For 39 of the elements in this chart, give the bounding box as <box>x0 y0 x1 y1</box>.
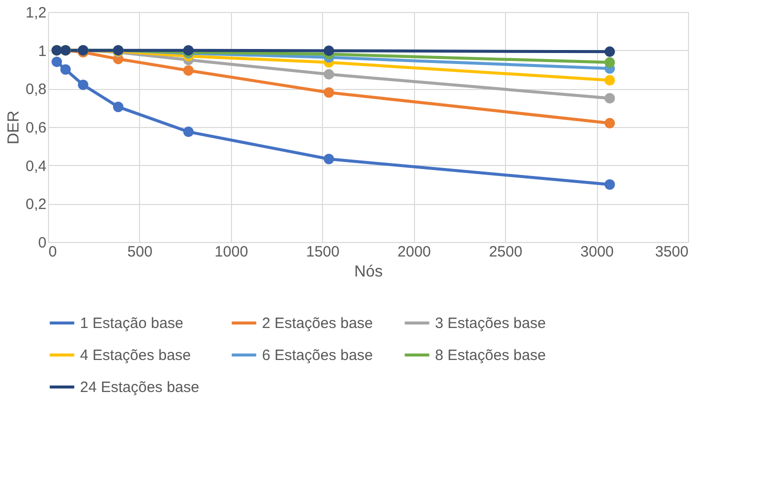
x-tick-label: 1500 <box>306 244 340 260</box>
y-tick-label: 0,8 <box>26 81 46 98</box>
y-tick-label: 0,2 <box>26 196 46 214</box>
x-tick-label: 3500 <box>655 244 688 260</box>
legend-label: 8 Estações base <box>435 347 546 364</box>
legend-label: 2 Estações base <box>262 315 373 332</box>
y-tick-label: 0,4 <box>26 158 46 175</box>
x-tick-label: 1000 <box>214 244 248 260</box>
point <box>324 69 334 80</box>
x-tick-label: 500 <box>127 244 152 260</box>
point <box>112 102 124 112</box>
point <box>183 126 194 138</box>
legend-label: 6 Estações base <box>262 347 373 364</box>
legend-label: 4 Estações base <box>80 347 191 364</box>
point <box>60 64 71 75</box>
point <box>604 57 615 68</box>
x-axis-title: Nós <box>354 264 383 280</box>
point <box>604 46 615 57</box>
point <box>78 80 88 90</box>
point <box>604 75 615 86</box>
point <box>52 56 62 68</box>
point <box>604 118 615 128</box>
point <box>183 65 194 76</box>
x-tick-label: 3000 <box>580 244 614 260</box>
point <box>324 45 334 56</box>
legend-label: 1 Estação base <box>80 315 184 332</box>
point <box>324 87 334 98</box>
y-tick-label: 0,6 <box>26 120 46 136</box>
x-tick-label: 2500 <box>488 244 522 260</box>
point <box>604 179 615 190</box>
x-tick-label: 2000 <box>398 244 431 260</box>
x-tick-label: 0 <box>48 244 57 260</box>
y-tick-label: 1,2 <box>26 4 46 22</box>
y-axis-title: DER <box>6 110 23 144</box>
point <box>324 154 334 164</box>
point <box>604 93 615 104</box>
y-tick-label: 1 <box>38 42 46 60</box>
legend-label: 3 Estações base <box>435 315 546 332</box>
legend-label: 24 Estações base <box>80 379 200 396</box>
